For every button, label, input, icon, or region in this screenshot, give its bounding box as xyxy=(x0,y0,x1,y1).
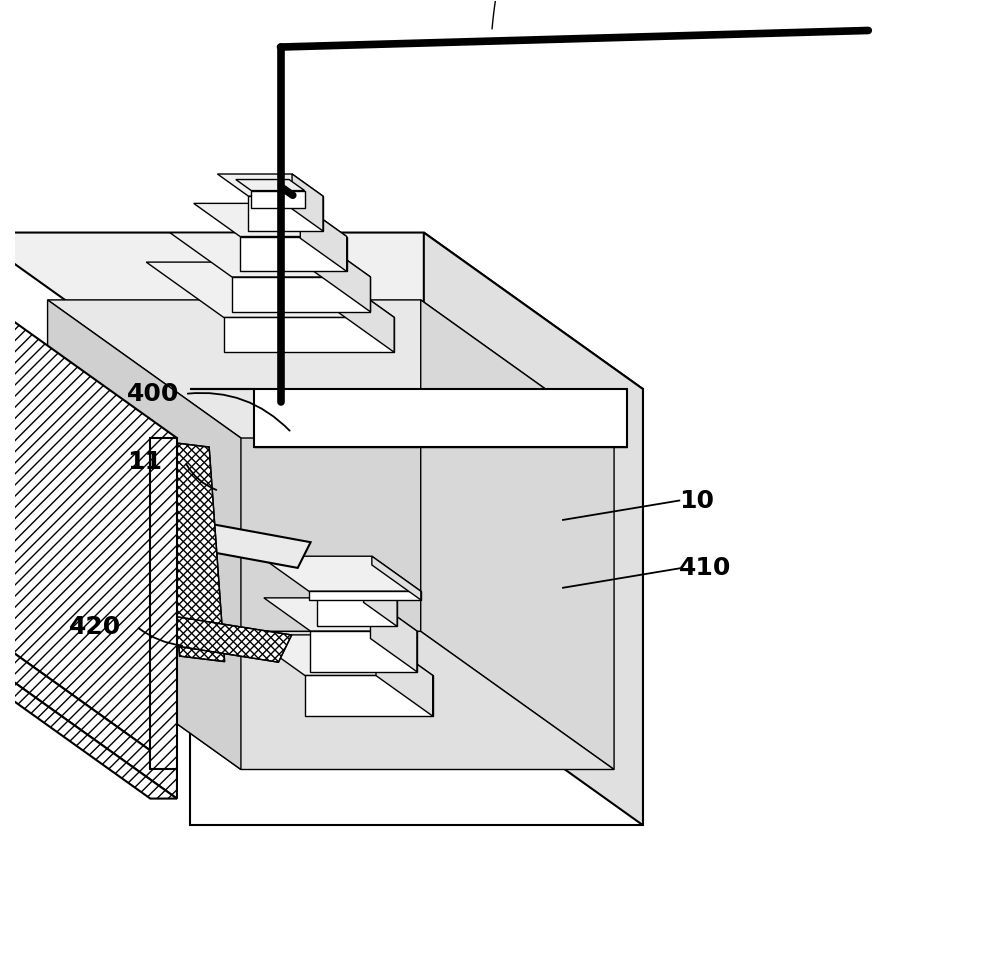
Polygon shape xyxy=(364,562,397,626)
Polygon shape xyxy=(217,174,323,196)
Polygon shape xyxy=(0,309,177,770)
Polygon shape xyxy=(190,389,643,825)
Polygon shape xyxy=(146,262,394,317)
Polygon shape xyxy=(48,632,614,770)
Text: 420: 420 xyxy=(69,614,121,639)
Polygon shape xyxy=(424,232,643,825)
Polygon shape xyxy=(310,631,417,672)
Polygon shape xyxy=(232,277,370,312)
Polygon shape xyxy=(370,598,417,672)
Polygon shape xyxy=(292,174,323,231)
Polygon shape xyxy=(251,191,305,208)
Polygon shape xyxy=(317,262,394,352)
Polygon shape xyxy=(190,389,627,447)
Polygon shape xyxy=(48,300,614,438)
Polygon shape xyxy=(240,236,347,271)
Polygon shape xyxy=(248,635,433,676)
Polygon shape xyxy=(0,641,177,799)
Polygon shape xyxy=(48,300,241,770)
Polygon shape xyxy=(194,203,347,236)
Polygon shape xyxy=(264,598,417,631)
Polygon shape xyxy=(0,232,643,389)
Polygon shape xyxy=(236,180,305,191)
Polygon shape xyxy=(164,441,225,662)
Polygon shape xyxy=(162,616,292,662)
Polygon shape xyxy=(284,562,397,586)
Text: 400: 400 xyxy=(127,382,179,406)
Polygon shape xyxy=(372,556,421,600)
Text: 10: 10 xyxy=(679,489,714,512)
Polygon shape xyxy=(421,300,614,770)
Polygon shape xyxy=(224,317,394,352)
Polygon shape xyxy=(317,586,397,626)
Polygon shape xyxy=(260,556,421,591)
Polygon shape xyxy=(309,232,370,312)
Polygon shape xyxy=(197,524,311,568)
Polygon shape xyxy=(48,300,421,632)
Polygon shape xyxy=(170,232,370,277)
Polygon shape xyxy=(300,203,347,271)
Polygon shape xyxy=(150,438,177,770)
Text: 410: 410 xyxy=(679,556,732,580)
Text: 11: 11 xyxy=(127,450,162,473)
Polygon shape xyxy=(376,635,433,716)
Polygon shape xyxy=(0,670,177,799)
Polygon shape xyxy=(309,591,421,600)
Polygon shape xyxy=(248,196,323,231)
Polygon shape xyxy=(305,676,433,716)
